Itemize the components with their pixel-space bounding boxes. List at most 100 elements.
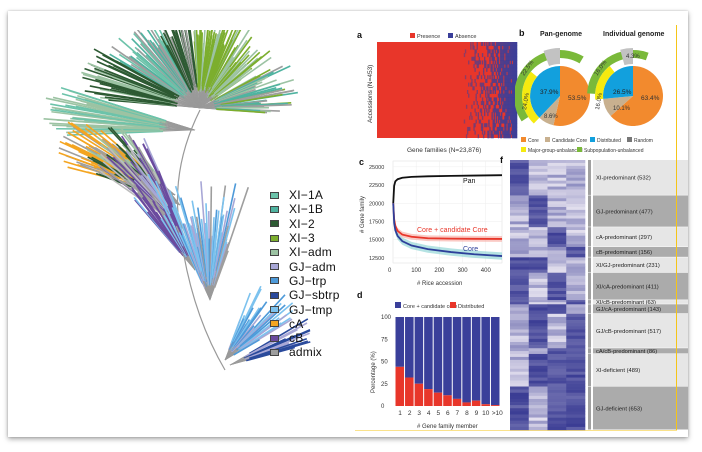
absence-cell: [507, 60, 509, 65]
absence-cell: [499, 82, 502, 87]
absence-cell: [508, 130, 510, 135]
absence-cell: [511, 101, 514, 106]
absence-cell: [514, 112, 517, 117]
absence-cell: [509, 67, 511, 72]
tree-leaf: [205, 203, 210, 276]
absence-cell: [492, 108, 494, 113]
y-tick-label: 25000: [369, 165, 384, 171]
heatmap-group: XI/cA-predominant (411): [510, 272, 688, 301]
absence-cell: [463, 119, 466, 124]
bar-core-candidate: [452, 317, 462, 399]
ring-major-group-unbalanced: [595, 65, 615, 100]
heatmap-cell: [510, 389, 530, 394]
absence-cell: [478, 71, 481, 76]
absence-cell: [509, 42, 511, 46]
absence-cell: [475, 82, 477, 87]
heatmap-cell: [528, 417, 548, 421]
absence-cell: [485, 60, 487, 65]
absence-cell: [513, 130, 516, 135]
group-label-bg: [593, 195, 688, 227]
absence-cell: [473, 126, 475, 131]
absence-cell: [497, 78, 500, 83]
absence-cell: [511, 104, 514, 109]
absence-cell: [476, 101, 478, 106]
heatmap-cell: [566, 260, 586, 264]
x-tick-label: 6: [446, 410, 450, 417]
heatmap-cell: [510, 316, 530, 321]
heatmap-cell: [528, 348, 548, 352]
heatmap-cell: [547, 351, 567, 355]
tree-clade: [168, 181, 250, 301]
tree-leaf: [150, 30, 188, 88]
group-label: GJ/cA-predominant (143): [596, 307, 661, 313]
absence-cell: [476, 42, 478, 46]
absence-cell: [475, 93, 477, 98]
absence-cell: [481, 123, 484, 128]
absence-cell: [479, 108, 482, 113]
absence-cell: [515, 56, 518, 61]
absence-cell: [487, 64, 489, 69]
heatmap-cell: [547, 423, 567, 428]
heatmap-cell: [566, 244, 586, 248]
absence-cell: [513, 45, 516, 50]
legend-item-ca: cA: [270, 317, 340, 331]
absence-cell: [484, 75, 486, 80]
absence-cell: [493, 78, 495, 83]
heatmap-cell: [510, 398, 530, 403]
absence-cell: [494, 130, 497, 135]
heatmap-cell: [528, 335, 548, 340]
heatmap-cell: [510, 209, 530, 214]
heatmap-cell: [566, 353, 586, 358]
heatmap-cell: [510, 235, 530, 239]
absence-cell: [494, 67, 497, 72]
heatmap-cell: [528, 341, 548, 346]
absence-cell: [515, 60, 518, 65]
absence-cell: [481, 101, 484, 106]
legend-item-gj-trp: GJ−trp: [270, 274, 340, 288]
absence-cell: [508, 49, 510, 54]
tree-leaf: [209, 30, 242, 88]
legend-swatch: [270, 234, 279, 242]
absence-cell: [493, 75, 495, 80]
heatmap-cell: [528, 316, 548, 321]
absence-cell: [511, 64, 514, 69]
absence-cell: [501, 112, 503, 117]
tree-leaf: [116, 60, 180, 98]
absence-cell: [508, 119, 510, 124]
absence-cell: [497, 49, 500, 54]
bar-distributed: [424, 389, 433, 406]
heatmap-cell: [528, 332, 548, 337]
label-distributed: 37.9%: [540, 89, 559, 96]
absence-cell: [476, 75, 478, 80]
absence-cell: [490, 97, 492, 102]
absence-cell: [510, 49, 512, 54]
absence-cell: [501, 64, 503, 69]
absence-cell: [511, 112, 514, 117]
heatmap-cell: [566, 174, 586, 179]
absence-cell: [493, 115, 495, 120]
absence-cell: [512, 78, 515, 83]
panel-a-presence-absence: a Presence Absence Gene families (N=23,876)…: [357, 30, 518, 154]
heatmap-cell: [510, 266, 530, 270]
series-line-core: [392, 203, 503, 257]
tree-leaf: [183, 223, 205, 282]
absence-cell: [506, 82, 508, 87]
heatmap-cell: [528, 420, 548, 425]
heatmap-cell: [547, 304, 567, 308]
absence-cell: [501, 134, 503, 139]
absence-cell: [490, 82, 492, 87]
y-tick-label: 17500: [369, 219, 384, 225]
absence-cell: [508, 112, 510, 117]
tree-leaf: [131, 189, 181, 251]
absence-cell: [485, 123, 487, 128]
absence-cell: [484, 108, 486, 113]
absence-cell: [482, 104, 485, 109]
heatmap-cell: [510, 411, 530, 415]
tree-leaf: [197, 207, 208, 277]
absence-cell: [513, 101, 516, 106]
heatmap-cell: [547, 215, 567, 219]
absence-cell: [514, 115, 517, 120]
tree-leaf: [97, 75, 175, 101]
absence-cell: [473, 86, 475, 91]
absence-cell: [484, 64, 486, 69]
